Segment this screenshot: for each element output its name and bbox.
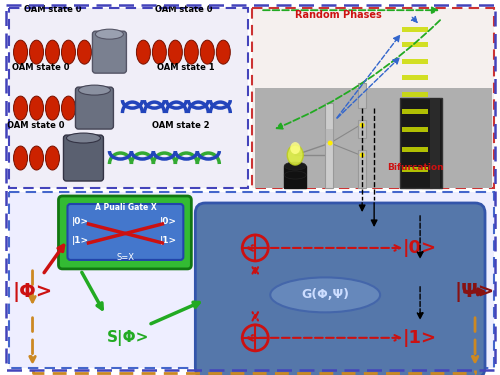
Ellipse shape — [168, 40, 182, 64]
Bar — [402, 75, 428, 80]
Circle shape — [360, 153, 364, 158]
Ellipse shape — [30, 40, 44, 64]
Bar — [402, 59, 428, 64]
Ellipse shape — [78, 85, 110, 95]
Circle shape — [328, 141, 332, 146]
Bar — [256, 88, 492, 188]
Text: S|Φ>: S|Φ> — [107, 330, 150, 346]
Circle shape — [360, 123, 364, 128]
Ellipse shape — [78, 40, 92, 64]
Polygon shape — [8, 8, 248, 188]
Text: OAM state 0: OAM state 0 — [154, 5, 212, 14]
FancyBboxPatch shape — [92, 31, 126, 73]
FancyBboxPatch shape — [76, 87, 114, 129]
Ellipse shape — [152, 40, 166, 64]
Ellipse shape — [200, 40, 214, 64]
Bar — [402, 92, 428, 97]
Bar — [402, 27, 428, 32]
Text: |0>: |0> — [72, 217, 89, 226]
Text: G(Φ,Ψ): G(Φ,Ψ) — [301, 288, 349, 302]
Bar — [358, 150, 366, 188]
Ellipse shape — [30, 96, 44, 120]
Bar — [358, 120, 366, 138]
Bar — [402, 167, 428, 172]
Text: A Puali Gate X: A Puali Gate X — [94, 204, 156, 213]
Ellipse shape — [290, 142, 300, 154]
FancyBboxPatch shape — [196, 203, 485, 375]
Text: Bifurcation: Bifurcation — [387, 163, 444, 172]
Text: |Ψ>: |Ψ> — [455, 282, 495, 302]
Bar — [402, 127, 428, 132]
Bar — [256, 88, 492, 188]
Ellipse shape — [66, 133, 100, 143]
Text: OAM state 0: OAM state 0 — [24, 5, 81, 14]
Polygon shape — [8, 192, 494, 368]
Ellipse shape — [270, 278, 380, 312]
Text: |Φ>: |Φ> — [12, 282, 52, 302]
Bar — [430, 98, 440, 188]
Bar — [402, 147, 428, 152]
Text: OAM state 0: OAM state 0 — [7, 121, 64, 130]
Text: Random Phases: Random Phases — [295, 10, 382, 20]
Ellipse shape — [136, 40, 150, 64]
Bar — [325, 103, 333, 188]
Text: |0>: |0> — [403, 239, 437, 257]
Ellipse shape — [62, 96, 76, 120]
Ellipse shape — [14, 96, 28, 120]
Text: |1>: |1> — [72, 236, 89, 245]
FancyBboxPatch shape — [58, 196, 192, 269]
Ellipse shape — [184, 40, 198, 64]
Bar — [358, 83, 366, 108]
Bar — [325, 129, 333, 143]
Text: |1>: |1> — [403, 329, 437, 347]
Ellipse shape — [46, 40, 60, 64]
Ellipse shape — [14, 146, 28, 170]
Ellipse shape — [96, 29, 124, 39]
Polygon shape — [252, 8, 494, 188]
Ellipse shape — [46, 146, 60, 170]
Bar — [400, 98, 442, 188]
Bar — [284, 166, 306, 188]
Ellipse shape — [62, 40, 76, 64]
Text: OAM state 2: OAM state 2 — [152, 121, 209, 130]
Text: |1>: |1> — [160, 236, 177, 245]
Ellipse shape — [30, 146, 44, 170]
Ellipse shape — [14, 40, 28, 64]
Text: OAM state 0: OAM state 0 — [12, 63, 70, 72]
Ellipse shape — [284, 162, 306, 170]
Bar — [402, 109, 428, 114]
Ellipse shape — [216, 40, 230, 64]
Text: |0>: |0> — [160, 217, 177, 226]
Ellipse shape — [284, 171, 306, 179]
Ellipse shape — [46, 96, 60, 120]
FancyBboxPatch shape — [64, 135, 104, 181]
Text: S=X: S=X — [116, 253, 134, 262]
Bar — [402, 42, 428, 47]
FancyBboxPatch shape — [68, 204, 184, 260]
Text: OAM state 1: OAM state 1 — [156, 63, 214, 72]
Ellipse shape — [287, 145, 303, 165]
